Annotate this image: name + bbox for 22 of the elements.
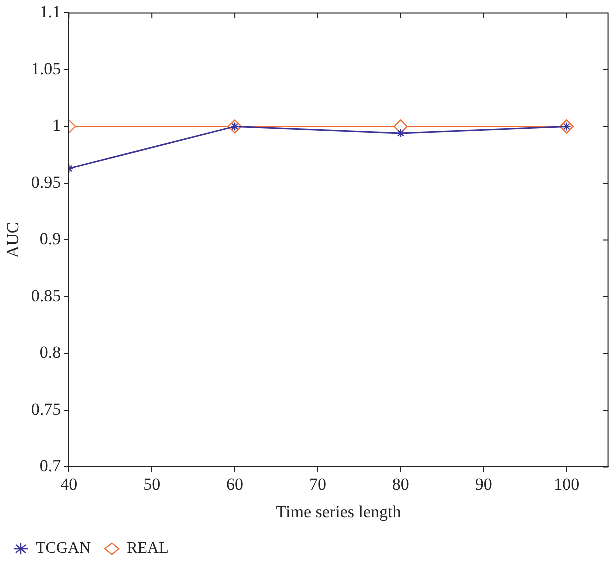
y-tick-label: 0.85: [31, 286, 62, 306]
x-tick-label: 80: [392, 474, 410, 494]
y-axis-title: AUC: [4, 222, 23, 258]
y-tick-label: 0.95: [31, 172, 62, 192]
y-tick-label: 1.05: [31, 59, 62, 78]
x-tick-label: 40: [60, 474, 78, 494]
y-tick-label: 0.75: [31, 400, 62, 419]
legend-label: REAL: [127, 540, 169, 558]
legend-label: TCGAN: [36, 540, 92, 558]
x-tick-label: 70: [309, 474, 326, 494]
x-tick-label: 90: [475, 474, 492, 494]
y-tick-label: 1: [52, 116, 62, 136]
y-tick-label: 0.8: [40, 343, 62, 362]
x-tick-label: 50: [144, 474, 161, 494]
x-tick-label: 100: [554, 474, 580, 494]
y-tick-label: 1.1: [40, 2, 62, 22]
y-tick-label: 0.9: [40, 230, 62, 249]
x-axis-title: Time series length: [276, 502, 402, 522]
point: [394, 120, 408, 134]
y-tick-label: 0.7: [40, 456, 62, 476]
point: [396, 128, 406, 138]
x-tick-label: 60: [226, 474, 244, 494]
